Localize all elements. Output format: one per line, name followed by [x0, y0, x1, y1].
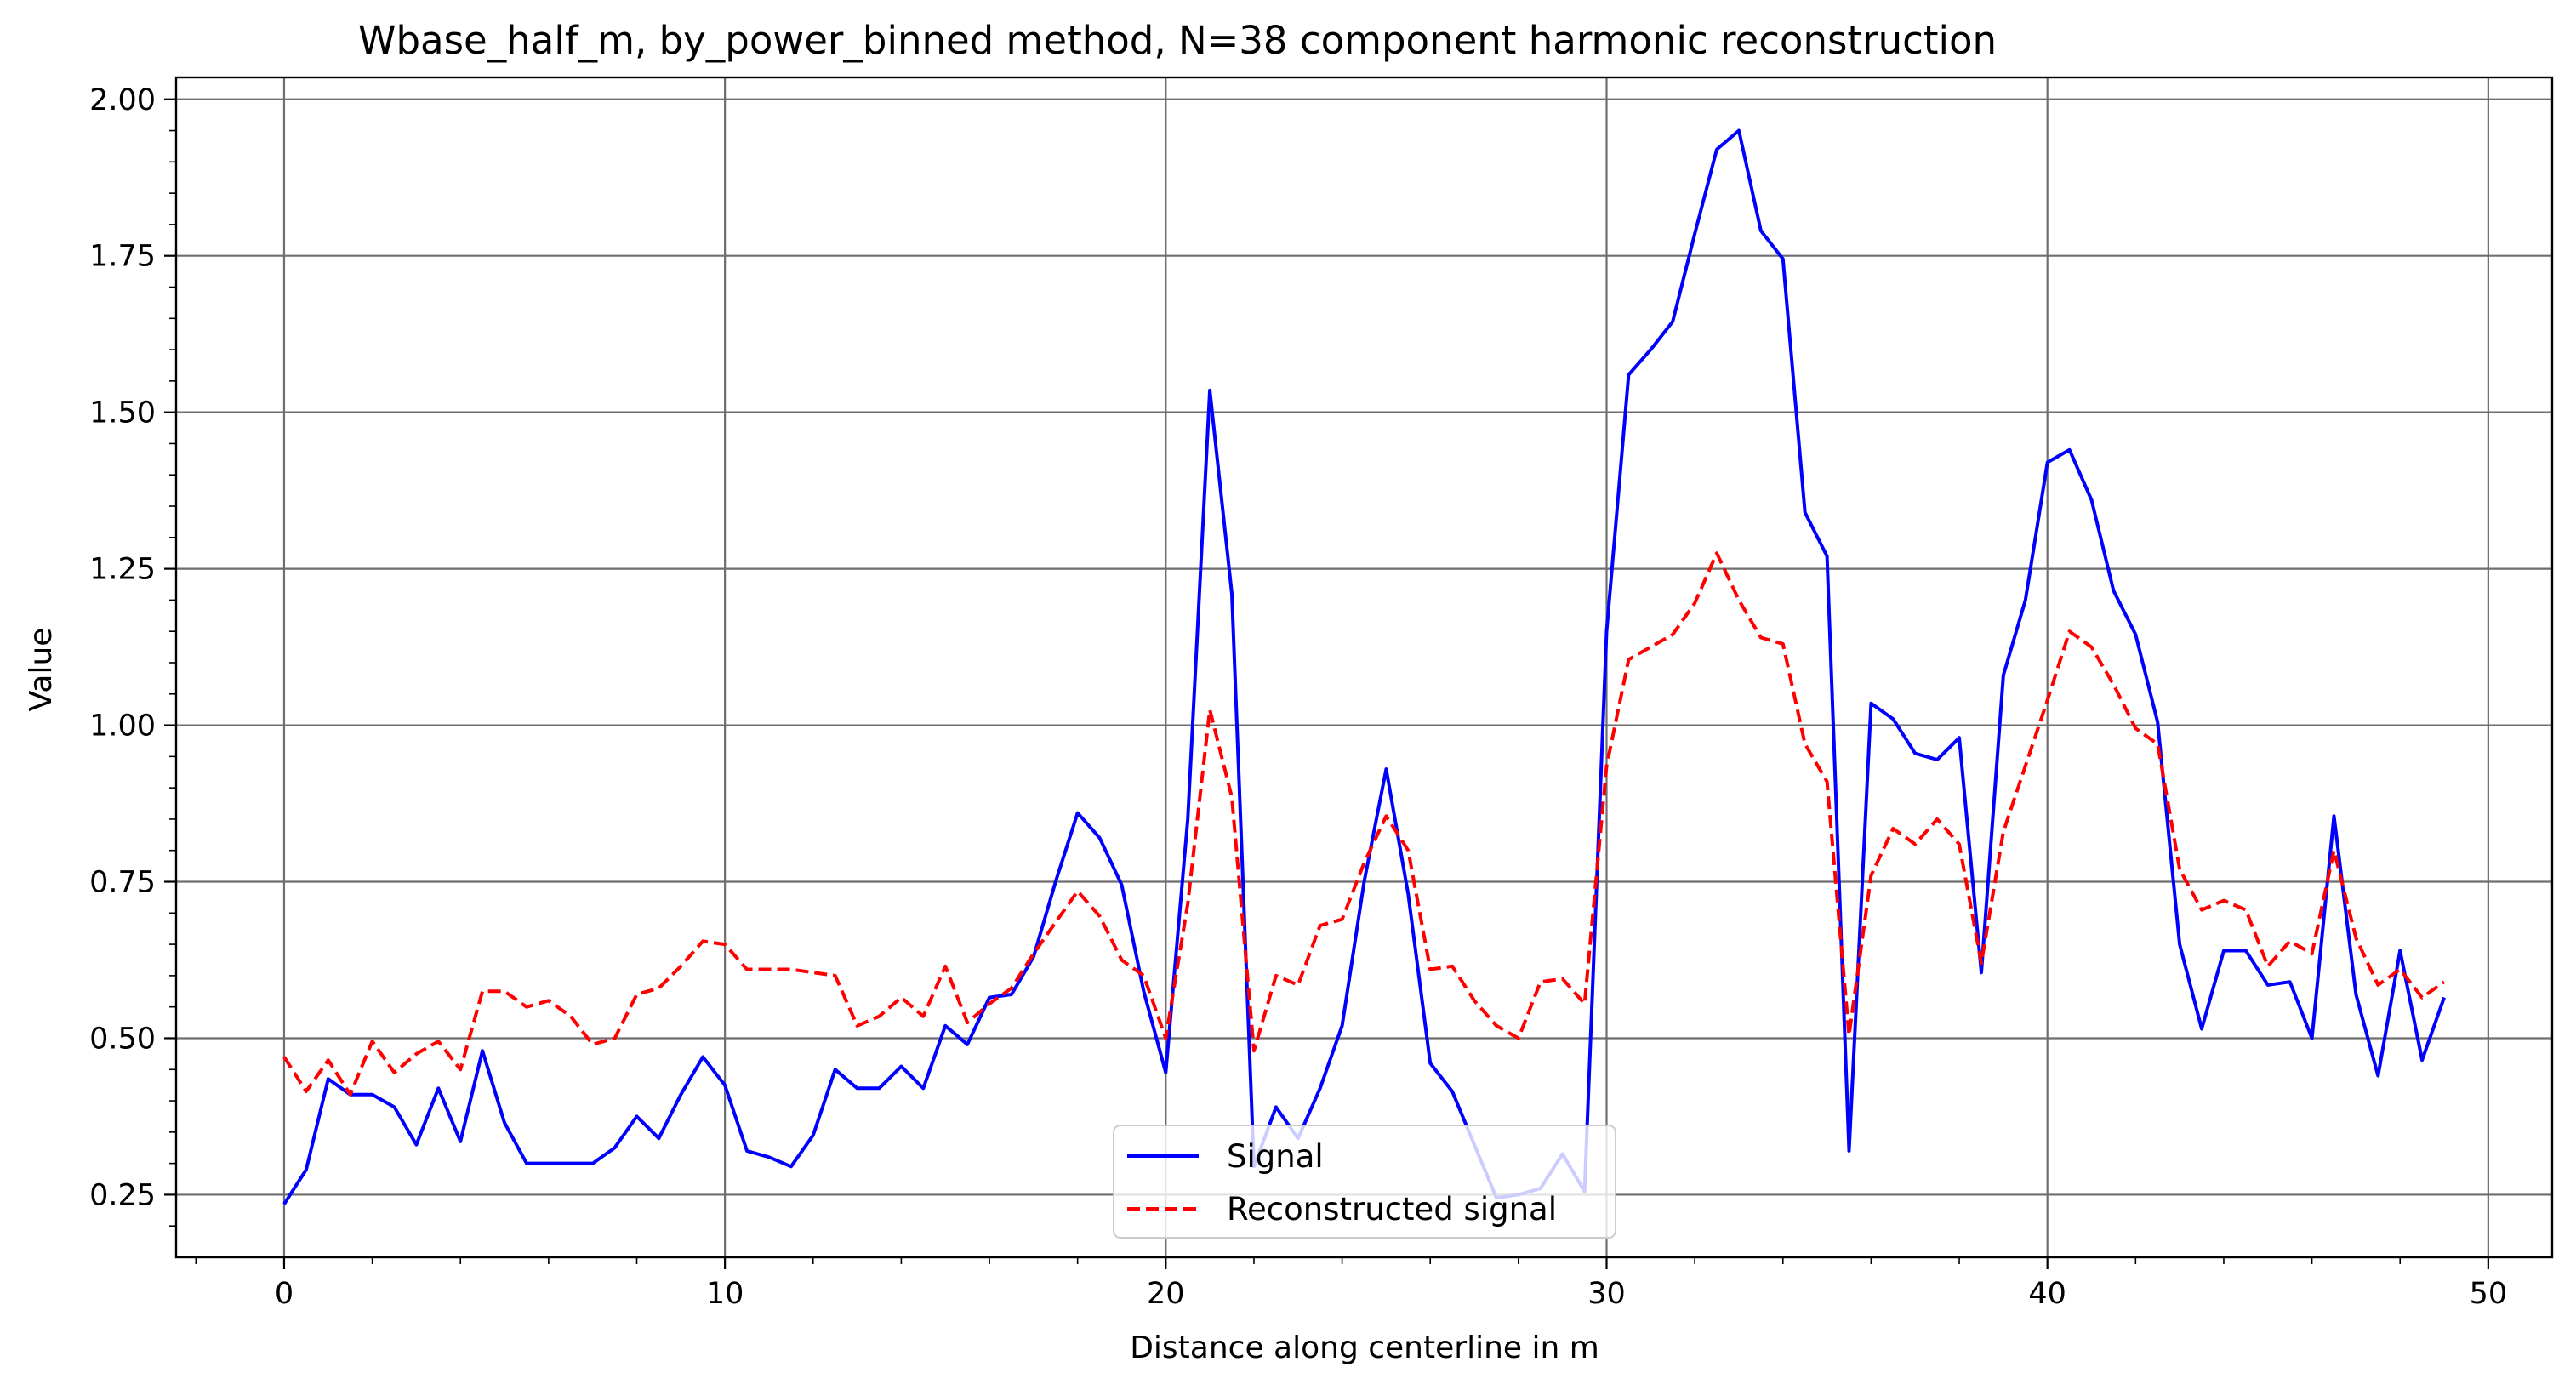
y-tick-label: 1.25	[89, 553, 156, 587]
series-lines	[282, 128, 2446, 1205]
legend-label: Signal	[1227, 1138, 1324, 1175]
x-tick-label: 20	[1147, 1277, 1185, 1311]
x-tick-label: 40	[2028, 1277, 2066, 1311]
x-tick-label: 10	[706, 1277, 744, 1311]
legend-box	[1113, 1125, 1616, 1239]
series-line-signal	[282, 128, 2446, 1205]
y-tick-label: 2.00	[89, 83, 156, 117]
y-tick-label: 1.75	[89, 240, 156, 274]
legend-label: Reconstructed signal	[1227, 1191, 1557, 1228]
y-tick-label: 1.00	[89, 709, 156, 743]
x-tick-label: 50	[2470, 1277, 2508, 1311]
y-tick-label: 0.25	[89, 1178, 156, 1212]
y-axis-label: Value	[24, 628, 59, 712]
y-tick-label: 0.75	[89, 866, 156, 900]
x-tick-labels: 0 10 20 30 40 50	[275, 1277, 2507, 1311]
plot-frame	[174, 76, 2554, 1259]
series-line-reconstructed-signal	[282, 551, 2446, 1097]
legend: Signal Reconstructed signal	[1113, 1125, 1616, 1239]
chart-title: Wbase_half_m, by_power_binned method, N=…	[358, 18, 1997, 63]
x-axis-label: Distance along centerline in m	[1130, 1330, 1599, 1365]
y-tick-labels: 0.25 0.50 0.75 1.00 1.25 1.50 1.75 2.00	[89, 83, 156, 1213]
grid	[176, 77, 2552, 1257]
x-tick-label: 0	[275, 1277, 294, 1311]
y-tick-label: 1.50	[89, 396, 156, 430]
x-tick-label: 30	[1587, 1277, 1626, 1311]
axis-ticks	[164, 98, 2489, 1269]
y-tick-label: 0.50	[89, 1022, 156, 1056]
